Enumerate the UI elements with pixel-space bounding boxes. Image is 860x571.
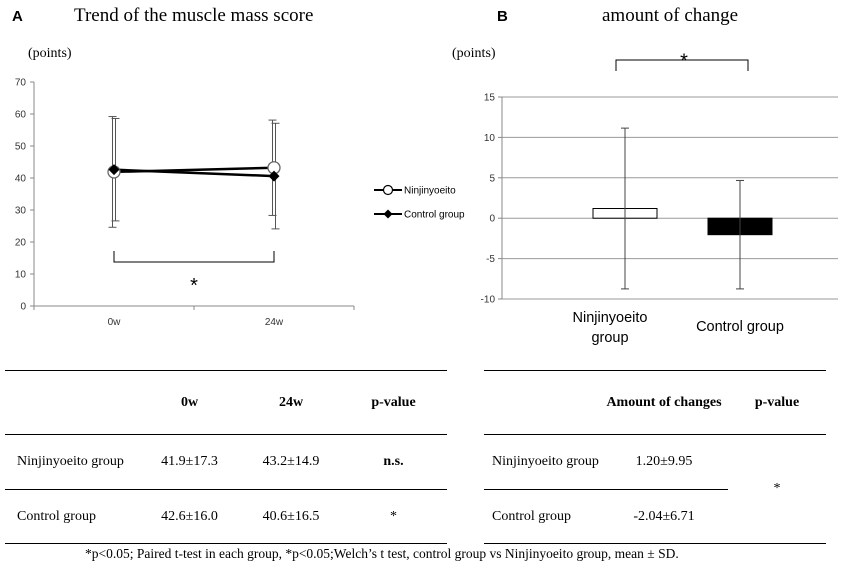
- panel-a-units: (points): [28, 46, 72, 61]
- table-b-header-blank: [484, 370, 600, 435]
- y-tick-label: 20: [15, 238, 27, 249]
- table-a-header-0w: 0w: [137, 370, 242, 435]
- y-tick-label: 0: [489, 214, 495, 225]
- panel-a-title: Trend of the muscle mass score: [74, 5, 314, 26]
- panel-b-title: amount of change: [602, 5, 739, 26]
- panel-b-letter: B: [497, 8, 508, 25]
- footnote: *p<0.05; Paired t-test in each group, *p…: [85, 546, 679, 561]
- table-b-cell: 1.20±9.95: [600, 434, 728, 490]
- table-a-header-24w: 24w: [242, 370, 340, 435]
- y-tick-label: 15: [484, 93, 496, 104]
- table-a-header-p: p-value: [340, 370, 447, 435]
- panel-a-letter: A: [12, 8, 23, 25]
- x-category-label: group: [591, 330, 628, 346]
- legend-label: Control group: [404, 210, 465, 221]
- y-tick-label: -10: [481, 295, 496, 306]
- table-a-cell: 41.9±17.3: [137, 434, 242, 490]
- table-b-header-p: p-value: [728, 370, 826, 435]
- x-category-label: Control group: [696, 319, 784, 335]
- y-tick-label: 30: [15, 206, 27, 217]
- table-b-header-amount: Amount of changes: [600, 370, 728, 435]
- table-amount-of-changes: Amount of changes p-value Ninjinyoeito g…: [484, 370, 826, 544]
- y-tick-label: 70: [15, 78, 27, 89]
- table-a-row-label: Ninjinyoeito group: [5, 434, 137, 490]
- y-tick-label: 10: [484, 133, 496, 144]
- table-a-cell-p: n.s.: [340, 434, 447, 490]
- legend-marker-control: [383, 209, 393, 219]
- legend-marker-ninjinyoeito: [382, 184, 394, 196]
- significance-mark: *: [190, 275, 198, 297]
- x-category-label: Ninjinyoeito: [573, 310, 648, 326]
- significance-bracket: [113, 251, 275, 263]
- line-chart-muscle-mass: 0 10 20 30 40 50 60 70 0w 24w * Ninjinyoeito Control…: [15, 78, 465, 329]
- table-b-cell-p: *: [728, 434, 826, 544]
- table-a-header-blank: [5, 370, 137, 435]
- y-tick-label: 0: [20, 302, 26, 313]
- table-a-cell-p: *: [340, 489, 447, 544]
- data-point-control: [108, 164, 120, 176]
- y-tick-label: 10: [15, 270, 27, 281]
- table-a-cell: 43.2±14.9: [242, 434, 340, 490]
- data-point-control: [268, 170, 280, 182]
- x-tick-label: 0w: [108, 317, 122, 328]
- table-a-cell: 42.6±16.0: [137, 489, 242, 544]
- table-group-scores: 0w 24w p-value Ninjinyoeito group 41.9±1…: [5, 370, 447, 544]
- table-b-row-label: Control group: [484, 489, 600, 544]
- table-a-cell: 40.6±16.5: [242, 489, 340, 544]
- y-tick-label: 50: [15, 142, 27, 153]
- y-tick-label: -5: [486, 254, 495, 265]
- series-line-control: [113, 168, 275, 178]
- significance-mark: *: [680, 51, 688, 73]
- table-b-row-label: Ninjinyoeito group: [484, 434, 600, 490]
- significance-bracket: [615, 59, 749, 71]
- x-tick-label: 24w: [265, 317, 284, 328]
- panel-b-units: (points): [452, 46, 496, 61]
- y-tick-label: 60: [15, 110, 27, 121]
- y-tick-label: 40: [15, 174, 27, 185]
- legend-label: Ninjinyoeito: [404, 186, 456, 197]
- table-b-cell: -2.04±6.71: [600, 489, 728, 544]
- y-tick-label: 5: [489, 173, 495, 184]
- table-a-row-label: Control group: [5, 489, 137, 544]
- bar-chart-amount-of-change: -10 -5 0 5 10 15 Ninjinyoeito group Control grou…: [481, 51, 838, 346]
